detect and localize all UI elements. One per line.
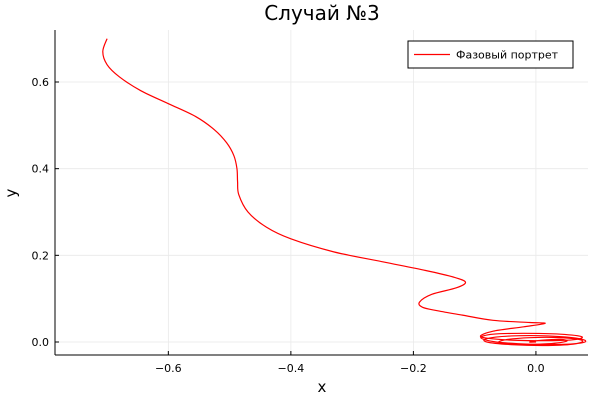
- axes: [54, 30, 588, 356]
- y-tick-label: 0.4: [32, 163, 50, 176]
- x-tick-label: 0.0: [527, 362, 545, 375]
- chart-title: Случай №3: [264, 1, 380, 25]
- ticks: −0.6 −0.4 −0.2 0.0 0.0 0.2 0.4 0.6: [32, 76, 545, 375]
- x-axis-title: x: [318, 378, 327, 396]
- legend: Фазовый портрет: [407, 40, 574, 69]
- x-tick-label: −0.4: [278, 362, 305, 375]
- series-line-phase-portrait: [102, 38, 587, 347]
- y-tick-label: 0.2: [32, 249, 50, 262]
- y-axis-title: y: [2, 188, 20, 197]
- x-tick-label: −0.6: [155, 362, 182, 375]
- y-tick-label: 0.0: [32, 336, 50, 349]
- legend-label: Фазовый портрет: [456, 49, 559, 62]
- legend-box: [407, 40, 574, 69]
- y-tick-label: 0.6: [32, 76, 50, 89]
- x-tick-label: −0.2: [400, 362, 427, 375]
- grid: [55, 30, 588, 355]
- series-layer: [102, 38, 587, 347]
